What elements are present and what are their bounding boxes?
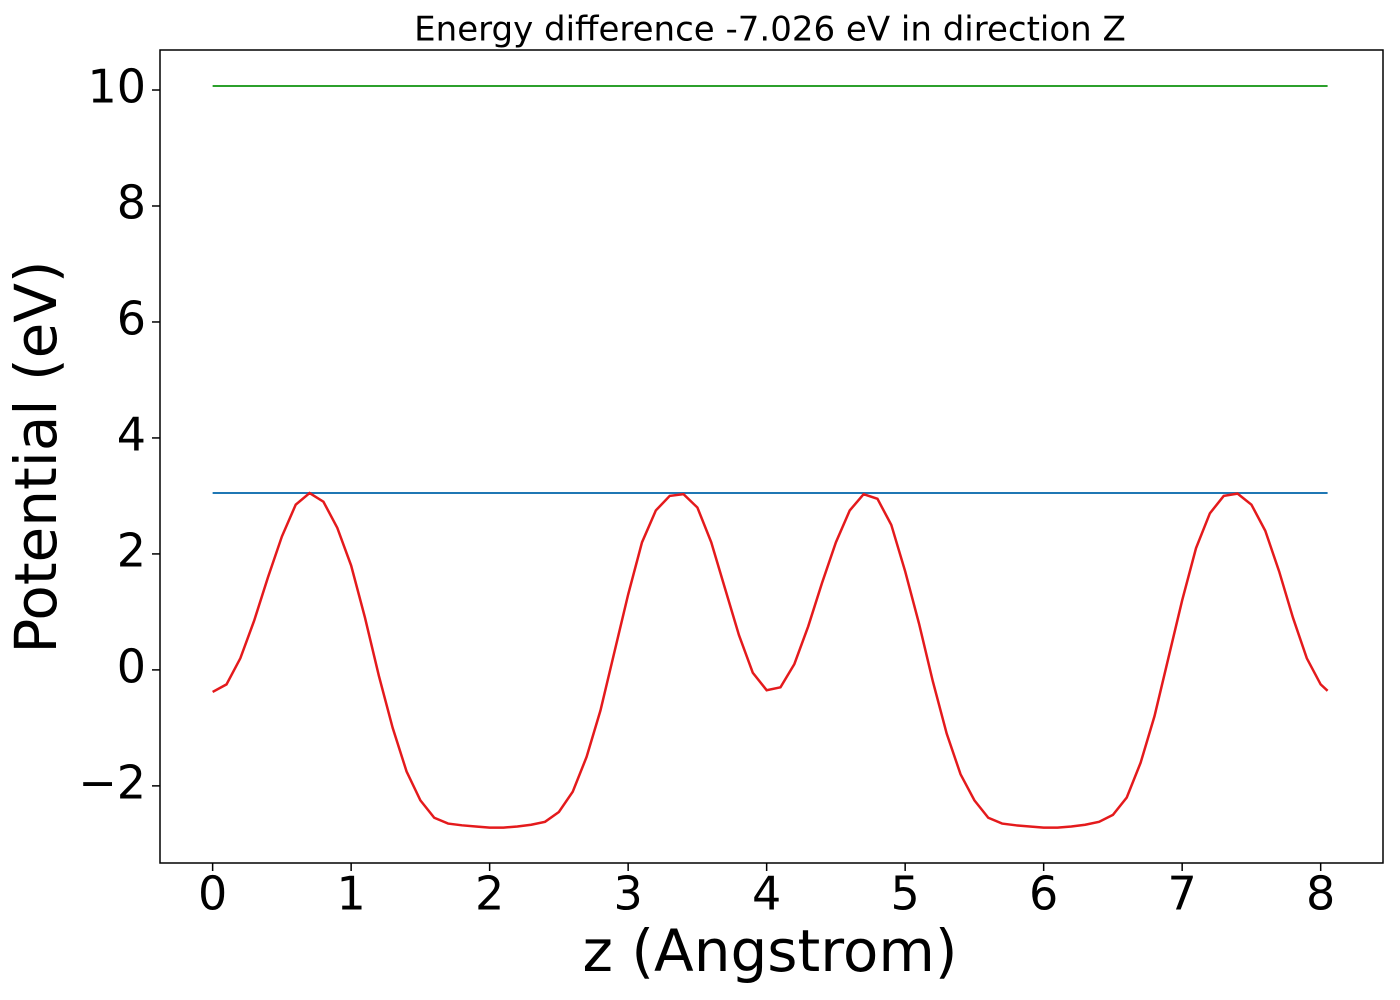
x-tick-label: 2 — [475, 867, 504, 921]
x-tick-label: 3 — [614, 867, 643, 921]
y-tick-label: 4 — [117, 407, 146, 461]
x-tick-label: 6 — [1029, 867, 1058, 921]
y-tick-label: −2 — [78, 755, 146, 809]
y-tick-label: 10 — [87, 60, 146, 114]
y-tick-label: 0 — [117, 639, 146, 693]
x-tick-label: 8 — [1306, 867, 1335, 921]
x-axis-label: z (Angstrom) — [583, 917, 958, 985]
y-tick-label: 8 — [117, 175, 146, 229]
x-tick-label: 0 — [198, 867, 227, 921]
plot-frame — [159, 49, 1384, 864]
x-tick-label: 4 — [752, 867, 781, 921]
chart-title: Energy difference -7.026 eV in direction… — [414, 10, 1126, 50]
y-tick-label: 2 — [117, 523, 146, 577]
x-tick-label: 1 — [336, 867, 365, 921]
line-series — [212, 491, 1329, 829]
x-tick-label: 5 — [891, 867, 920, 921]
y-tick-label: 6 — [117, 291, 146, 345]
x-tick-label: 7 — [1168, 867, 1197, 921]
y-axis-label: Potential (eV) — [2, 260, 70, 653]
